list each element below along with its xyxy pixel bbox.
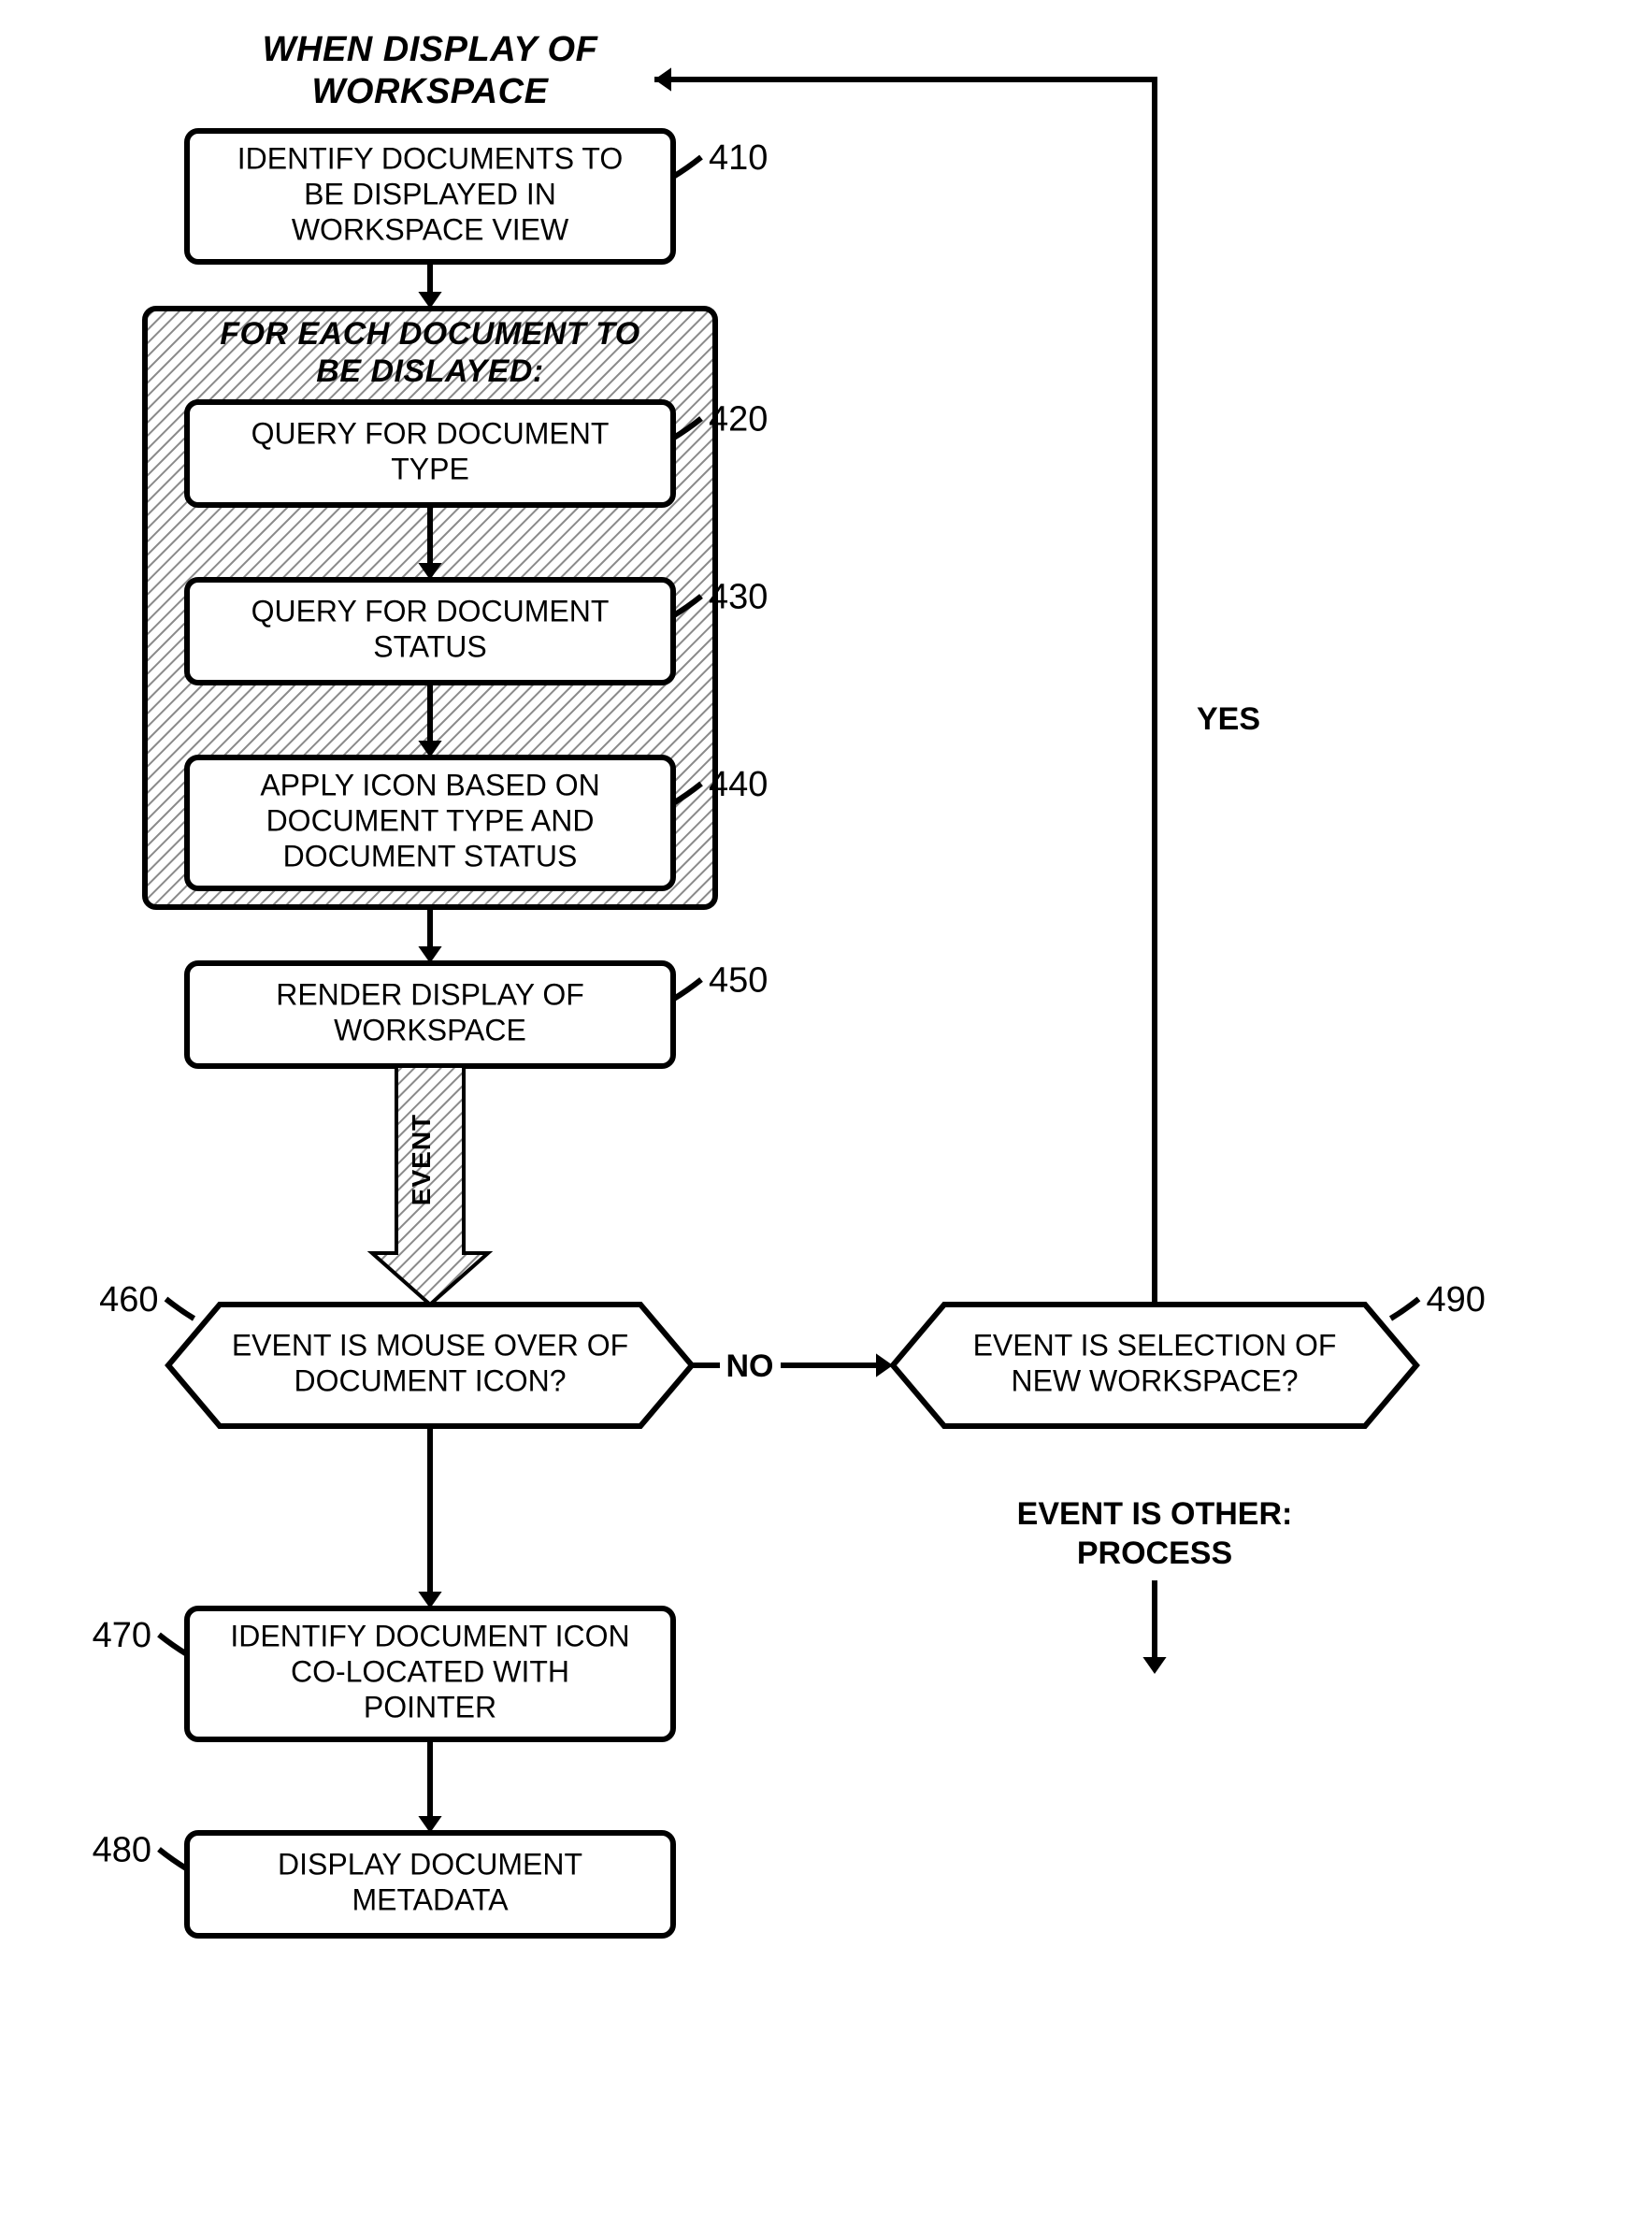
svg-text:440: 440: [709, 765, 768, 804]
svg-text:420: 420: [709, 400, 768, 440]
svg-text:490: 490: [1427, 1280, 1486, 1319]
svg-text:480: 480: [93, 1831, 151, 1870]
svg-text:METADATA: METADATA: [352, 1882, 509, 1916]
svg-text:RENDER DISPLAY OF: RENDER DISPLAY OF: [276, 977, 584, 1011]
flowchart: WHEN DISPLAY OFWORKSPACEFOR EACH DOCUMEN…: [0, 0, 1652, 2235]
svg-text:IDENTIFY DOCUMENT ICON: IDENTIFY DOCUMENT ICON: [230, 1619, 629, 1652]
label-no: NO: [726, 1348, 774, 1384]
label-yes: YES: [1197, 701, 1260, 737]
svg-text:410: 410: [709, 138, 768, 178]
svg-text:IDENTIFY DOCUMENTS TO: IDENTIFY DOCUMENTS TO: [237, 141, 623, 175]
svg-text:DOCUMENT STATUS: DOCUMENT STATUS: [283, 839, 578, 872]
svg-text:STATUS: STATUS: [373, 629, 486, 663]
svg-text:450: 450: [709, 961, 768, 1001]
foreach-title-2: BE DISLAYED:: [316, 353, 543, 389]
svg-text:QUERY FOR DOCUMENT: QUERY FOR DOCUMENT: [251, 416, 610, 450]
svg-text:WORKSPACE VIEW: WORKSPACE VIEW: [292, 212, 569, 246]
svg-text:460: 460: [99, 1280, 158, 1319]
label-other2: PROCESS: [1077, 1536, 1232, 1571]
svg-text:WORKSPACE: WORKSPACE: [334, 1013, 526, 1046]
svg-text:EVENT IS MOUSE OVER OF: EVENT IS MOUSE OVER OF: [232, 1328, 628, 1362]
svg-text:DISPLAY DOCUMENT: DISPLAY DOCUMENT: [278, 1847, 582, 1881]
title-line-2: WORKSPACE: [312, 72, 550, 111]
svg-text:DOCUMENT TYPE AND: DOCUMENT TYPE AND: [266, 803, 595, 837]
svg-text:430: 430: [709, 578, 768, 617]
svg-text:470: 470: [93, 1616, 151, 1655]
label-other1: EVENT IS OTHER:: [1017, 1496, 1293, 1532]
svg-text:NEW WORKSPACE?: NEW WORKSPACE?: [1012, 1363, 1299, 1397]
svg-text:BE DISPLAYED IN: BE DISPLAYED IN: [304, 177, 556, 210]
event-label: EVENT: [407, 1114, 436, 1205]
svg-text:QUERY FOR DOCUMENT: QUERY FOR DOCUMENT: [251, 594, 610, 627]
svg-text:EVENT IS SELECTION OF: EVENT IS SELECTION OF: [973, 1328, 1337, 1362]
svg-text:CO-LOCATED WITH: CO-LOCATED WITH: [291, 1654, 569, 1688]
foreach-title-1: FOR EACH DOCUMENT TO: [220, 316, 639, 352]
title-line-1: WHEN DISPLAY OF: [263, 30, 599, 69]
svg-text:DOCUMENT ICON?: DOCUMENT ICON?: [294, 1363, 567, 1397]
svg-text:TYPE: TYPE: [391, 452, 469, 485]
svg-text:POINTER: POINTER: [364, 1690, 496, 1723]
svg-text:APPLY ICON BASED ON: APPLY ICON BASED ON: [260, 768, 599, 801]
